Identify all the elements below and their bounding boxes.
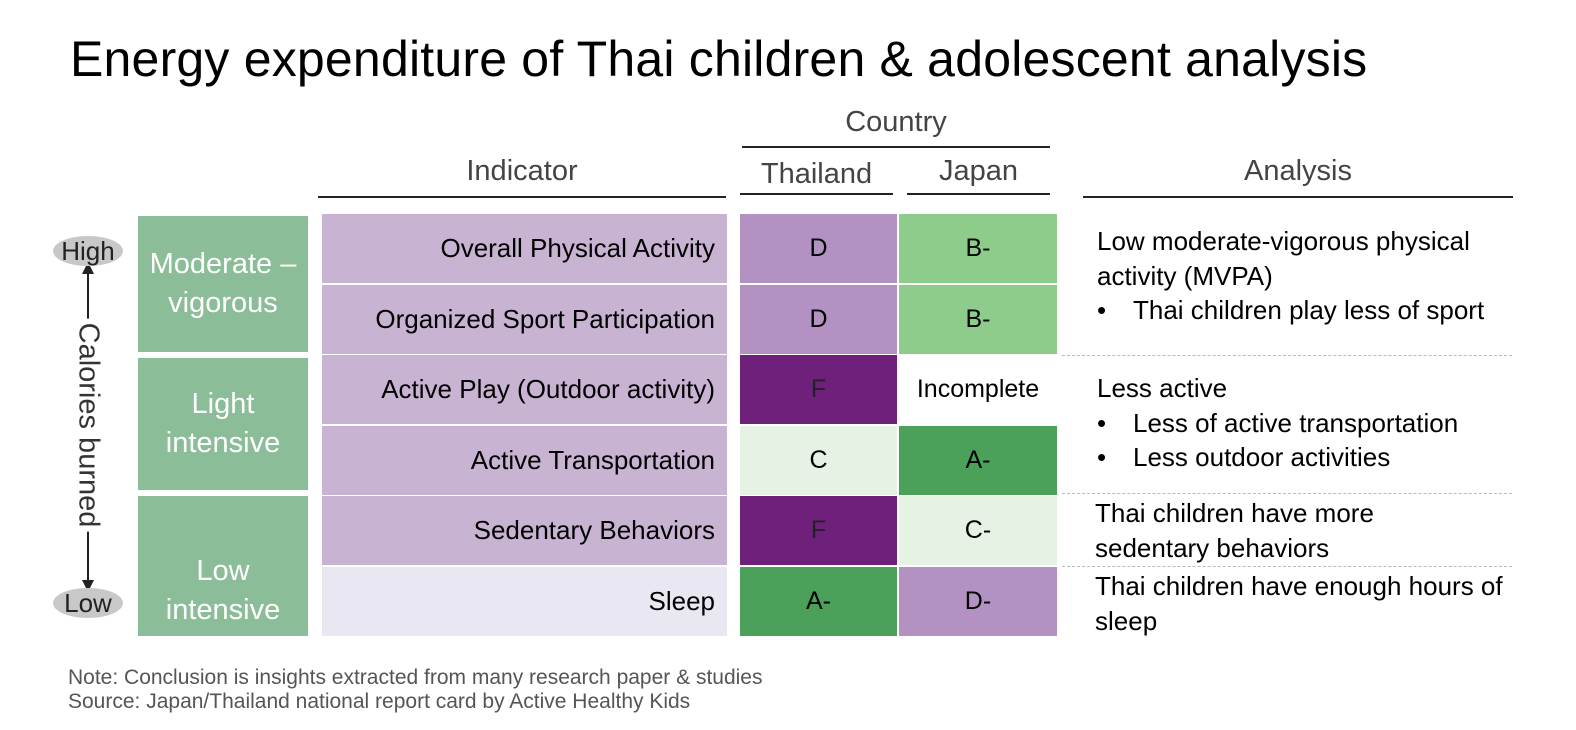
header-country-underline	[742, 146, 1050, 148]
analysis-light: Less active • Less of active transportati…	[1097, 371, 1517, 475]
footnote: Note: Conclusion is insights extracted f…	[68, 666, 763, 713]
thailand-grade: F	[740, 496, 897, 565]
analysis-sedentary: Thai children have more sedentary behavi…	[1095, 496, 1435, 565]
group-low-intensive: Low intensive	[138, 496, 308, 636]
group-line: intensive	[165, 427, 281, 459]
japan-grade: A-	[899, 426, 1057, 495]
analysis-bullet-text: Less outdoor activities	[1133, 442, 1391, 473]
thailand-grade: A-	[740, 567, 897, 636]
page-title: Energy expenditure of Thai children & ad…	[70, 31, 1368, 87]
low-label: Low	[53, 588, 123, 618]
calories-burned-label: Calories burned	[71, 318, 105, 532]
analysis-mvpa: Low moderate-vigorous physical activity …	[1097, 224, 1517, 328]
group-line: Moderate –	[149, 247, 297, 280]
analysis-bullet-text: Less of active transportation	[1133, 407, 1459, 438]
analysis-heading: Low moderate-vigorous physical activity …	[1097, 226, 1470, 291]
group-light-intensive: Light intensive	[138, 358, 308, 490]
japan-grade: B-	[899, 285, 1057, 354]
indicator-cell: Active Play (Outdoor activity)	[322, 355, 727, 424]
analysis-divider	[1062, 355, 1512, 356]
indicator-cell: Sedentary Behaviors	[322, 496, 727, 565]
japan-grade: B-	[899, 214, 1057, 283]
header-analysis: Analysis	[1244, 155, 1352, 187]
analysis-divider	[1062, 566, 1512, 567]
thailand-grade: D	[740, 285, 897, 354]
indicator-cell: Sleep	[322, 567, 727, 636]
high-label: High	[53, 236, 123, 266]
analysis-bullet: • Thai children play less of sport	[1097, 293, 1517, 328]
japan-grade: Incomplete	[899, 355, 1057, 424]
header-analysis-underline	[1083, 196, 1513, 198]
group-line: vigorous	[168, 287, 278, 319]
thailand-grade: C	[740, 426, 897, 495]
group-line: Low	[196, 554, 250, 587]
header-indicator-underline	[318, 196, 726, 198]
japan-grade: D-	[899, 567, 1057, 636]
thailand-grade: F	[740, 355, 897, 424]
analysis-heading: Thai children have enough hours of sleep	[1095, 571, 1503, 636]
note-text: Note: Conclusion is insights extracted f…	[68, 666, 763, 689]
indicator-cell: Overall Physical Activity	[322, 214, 727, 283]
analysis-heading: Less active	[1097, 373, 1228, 403]
analysis-divider	[1062, 493, 1512, 494]
japan-grade: C-	[899, 496, 1057, 565]
header-country: Country	[845, 106, 947, 138]
header-indicator: Indicator	[466, 155, 578, 187]
group-moderate-vigorous: Moderate – vigorous	[138, 216, 308, 352]
indicator-cell: Active Transportation	[322, 426, 727, 495]
header-japan: Japan	[938, 155, 1018, 187]
header-japan-underline	[907, 193, 1050, 195]
source-text: Source: Japan/Thailand national report c…	[68, 689, 691, 713]
group-line: Light	[191, 387, 255, 420]
group-line: intensive	[165, 594, 281, 626]
analysis-heading: Thai children have more sedentary behavi…	[1095, 498, 1374, 563]
analysis-bullet: • Less of active transportation	[1097, 406, 1517, 441]
analysis-bullet: • Less outdoor activities	[1097, 440, 1517, 475]
analysis-bullet-text: Thai children play less of sport	[1133, 295, 1485, 326]
thailand-grade: D	[740, 214, 897, 283]
indicator-cell: Organized Sport Participation	[322, 285, 727, 354]
header-thailand: Thailand	[760, 158, 873, 190]
header-thailand-underline	[740, 193, 893, 195]
analysis-sleep: Thai children have enough hours of sleep	[1095, 569, 1505, 638]
